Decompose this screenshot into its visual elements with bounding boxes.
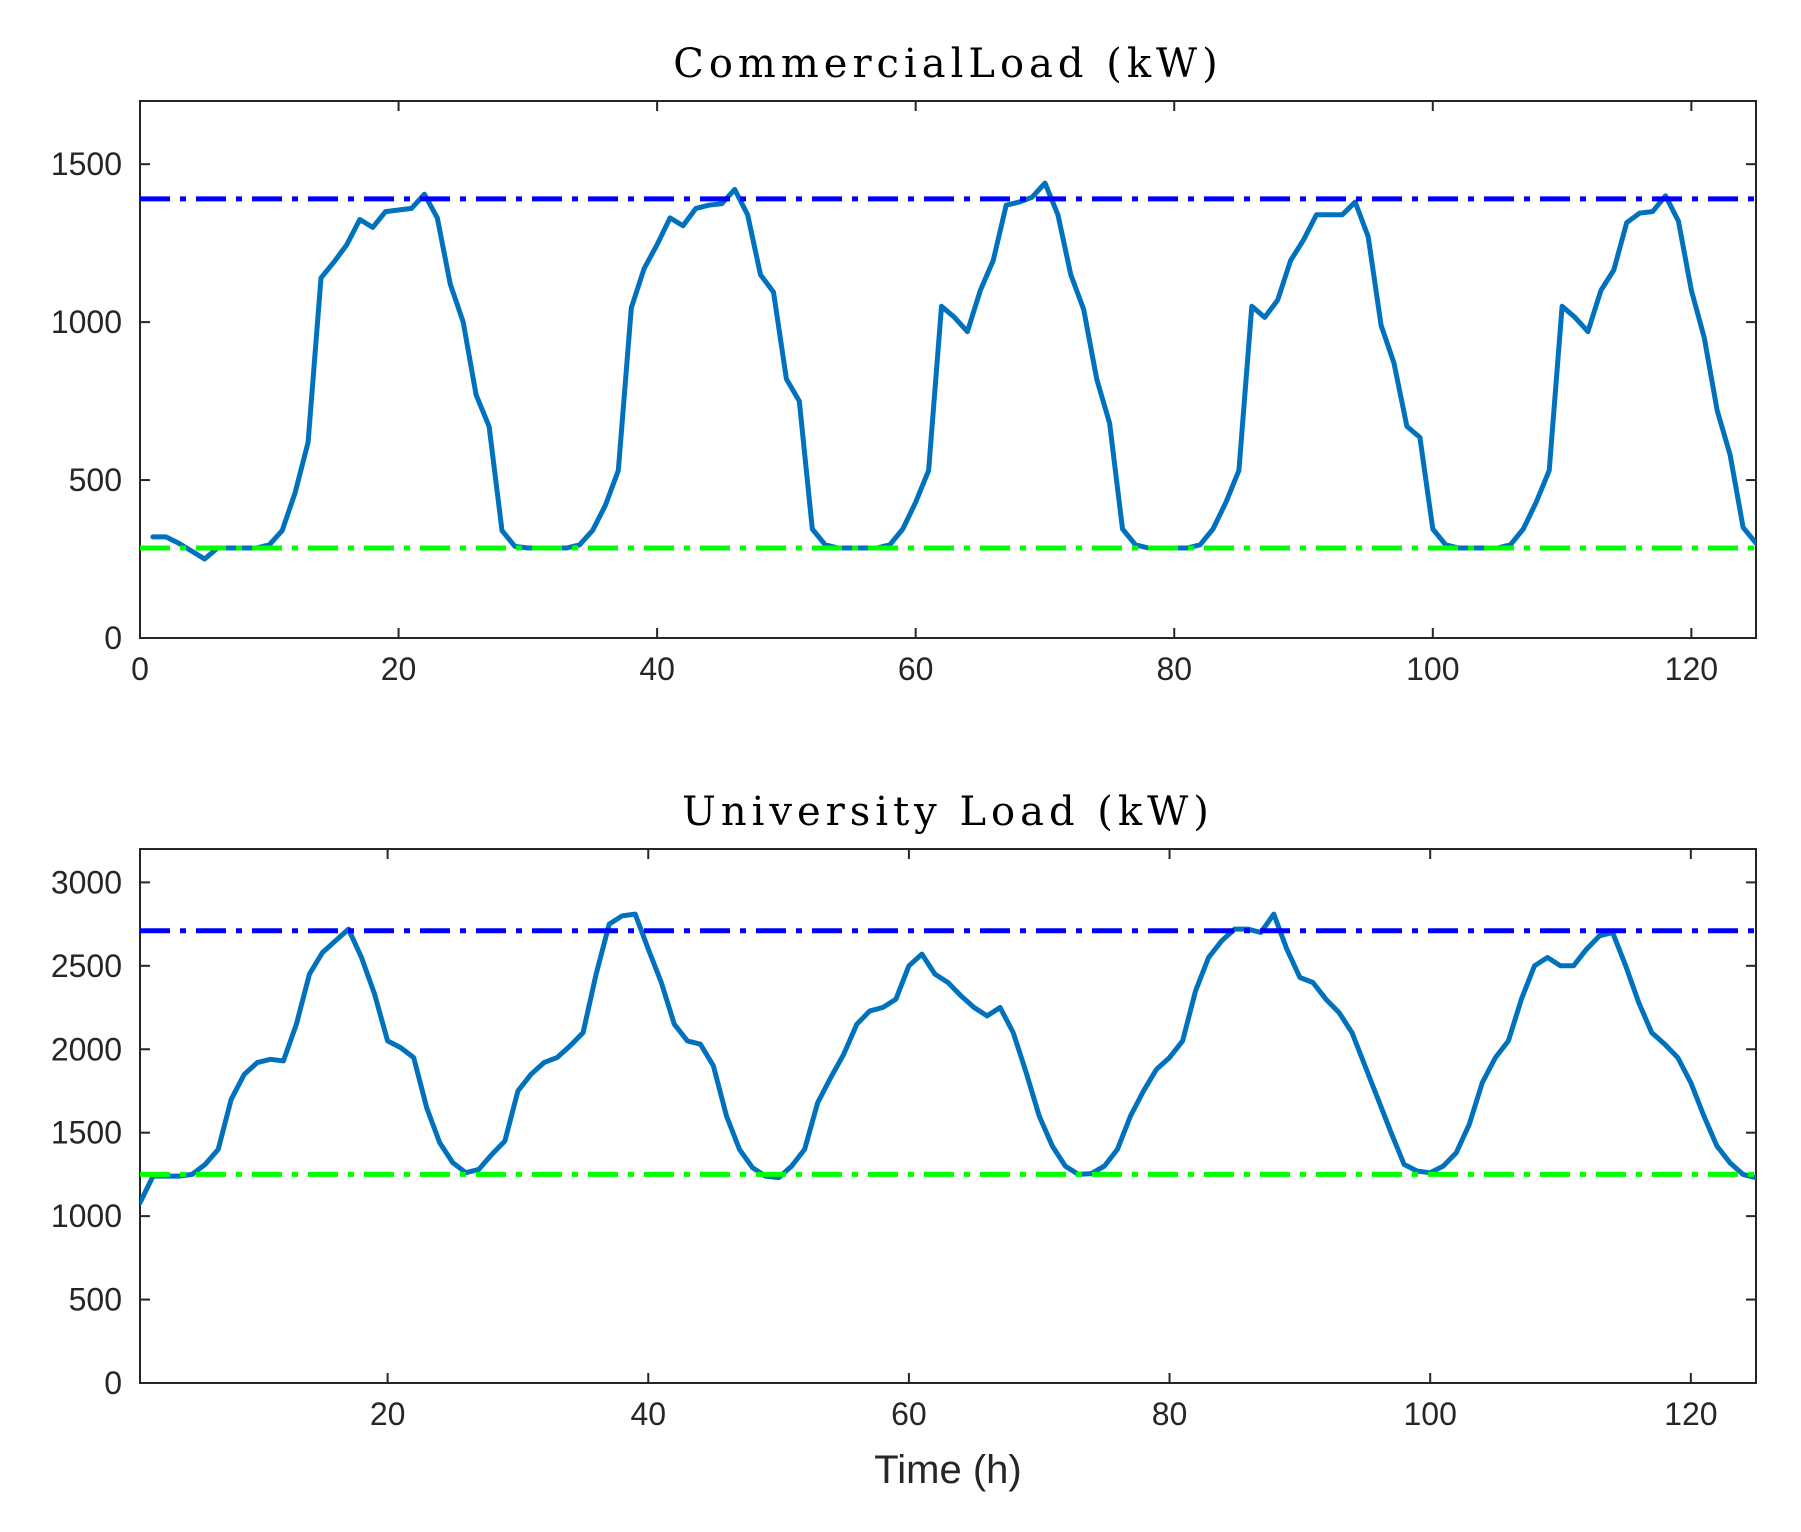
y-tick-label: 1000 [51,304,122,340]
x-tick-label: 60 [891,1396,927,1432]
plot-area [140,911,1756,1206]
x-tick-label: 60 [898,651,934,687]
x-tick-label: 20 [370,1396,406,1432]
chart-1: CommercialLoad (kW) 0 20 40 60 80 100 120 0 500 10… [51,41,1757,687]
x-tick-label: 0 [131,651,149,687]
y-tick-label: 500 [69,1282,122,1318]
x-tick-label: 20 [381,651,417,687]
x-tick-label: 40 [630,1396,666,1432]
y-tick-label: 2000 [51,1031,122,1067]
axes-box [139,848,1757,1384]
axes-box [139,100,1757,639]
plot-area [140,180,1756,562]
load-series-line [140,911,1756,1206]
x-tick-label: 120 [1664,1396,1717,1432]
y-tick-label: 1500 [51,1115,122,1151]
y-tick-label: 1000 [51,1198,122,1234]
x-tick-label: 100 [1406,651,1459,687]
x-tick-label: 80 [1152,1396,1188,1432]
x-axis-label: Time (h) [874,1448,1021,1492]
chart-title: CommercialLoad (kW) [673,41,1223,87]
y-tick-label: 0 [104,1365,122,1401]
y-tick-label: 500 [69,462,122,498]
chart-title: University Load (kW) [682,789,1214,835]
x-tick-label: 80 [1156,651,1192,687]
y-tick-label: 0 [104,620,122,656]
chart-2: University Load (kW) 20 40 60 80 100 120 0 500 10… [51,789,1757,1492]
x-tick-label: 120 [1665,651,1718,687]
x-tick-label: 100 [1403,1396,1456,1432]
y-tick-label: 3000 [51,864,122,900]
x-tick-label: 40 [639,651,675,687]
y-tick-label: 1500 [51,146,122,182]
y-tick-label: 2500 [51,948,122,984]
